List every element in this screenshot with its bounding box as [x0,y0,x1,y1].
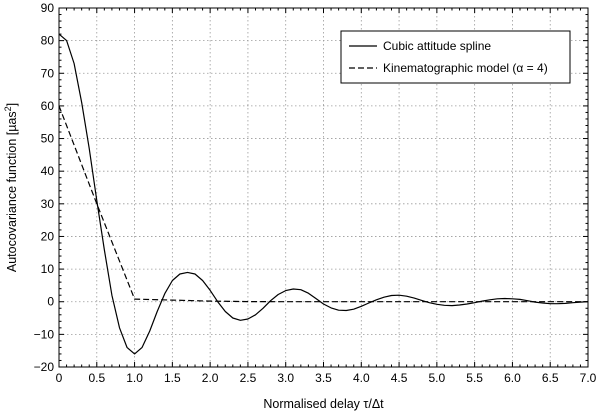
x-tick-label: 2.5 [240,371,257,385]
legend-label: Kinematographic model (α = 4) [383,61,548,75]
x-tick-label: 7.0 [580,371,597,385]
x-tick-label: 6.5 [542,371,559,385]
tick-label-layer: 0 0.5 1.0 1.5 2.0 2.5 3.0 3.5 4.0 4.5 5.0 5.5 6.0 6.5… [34,1,597,385]
y-tick-label: −20 [34,360,55,374]
series-line-cubic-spline [58,33,589,355]
x-tick-label: 0.5 [88,371,105,385]
legend: Cubic attitude spline Kinematographic mod… [340,30,571,84]
legend-box [340,30,571,84]
y-tick-label: 80 [41,34,55,48]
x-tick-label: 5.0 [429,371,446,385]
x-axis-title: Normalised delay τ/Δt [263,397,384,411]
x-tick-label: 4.5 [391,371,408,385]
x-tick-label: 0 [56,371,63,385]
y-tick-label: 90 [41,1,55,15]
x-tick-label: 1.5 [164,371,181,385]
series-layer [58,33,589,355]
y-tick-label: 40 [41,164,55,178]
x-tick-label: 4.0 [353,371,370,385]
y-tick-label: 30 [41,197,55,211]
y-tick-label: 0 [47,295,54,309]
x-tick-label: 3.0 [277,371,294,385]
x-tick-label: 1.0 [126,371,143,385]
legend-label: Cubic attitude spline [383,39,491,53]
y-axis-title-end: ] [5,103,19,106]
series-line-kinematographic [58,105,588,303]
x-tick-label: 6.0 [504,371,521,385]
y-axis-title: Autocovariance function [µas2] [3,103,19,272]
y-tick-label: 70 [41,66,55,80]
x-tick-label: 5.5 [466,371,483,385]
tick-layer [58,7,589,368]
y-tick-label: 50 [41,132,55,146]
y-tick-label: 60 [41,99,55,113]
x-tick-label: 3.5 [315,371,332,385]
y-tick-label: −10 [34,327,55,341]
y-axis-title-sup: 2 [3,106,13,111]
y-axis-title-main: Autocovariance function [µas [5,111,19,272]
x-tick-label: 2.0 [202,371,219,385]
y-tick-label: 20 [41,229,55,243]
y-tick-label: 10 [41,262,55,276]
